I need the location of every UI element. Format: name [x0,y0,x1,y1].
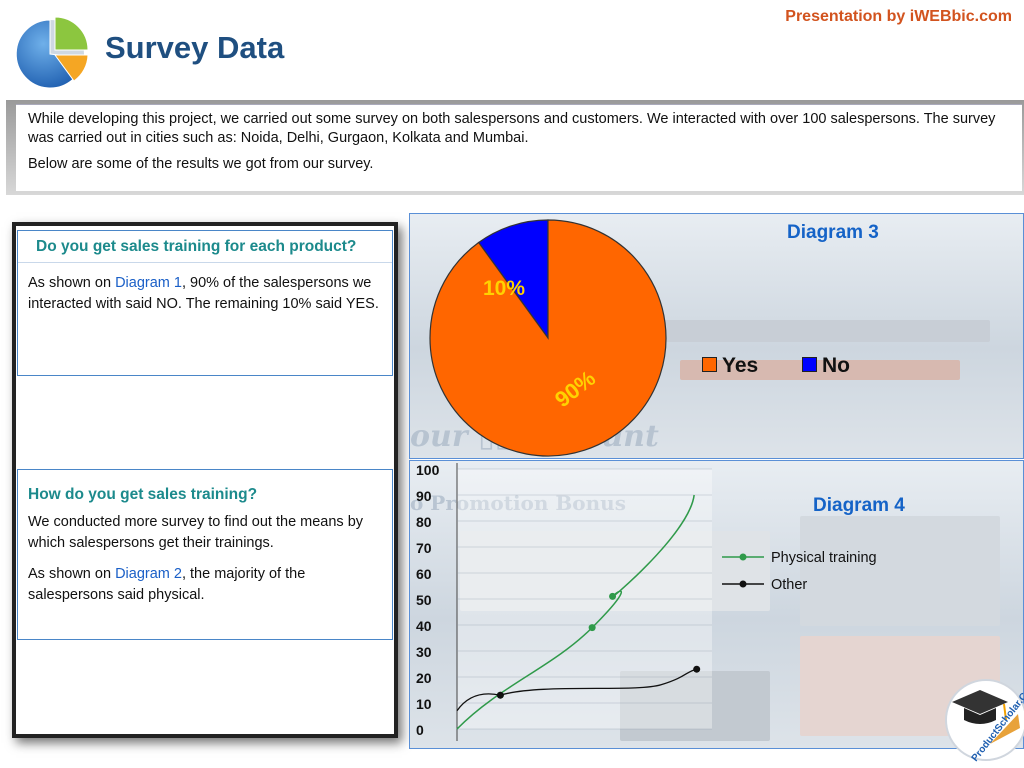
answer-paragraph: As shown on Diagram 2, the majority of t… [28,564,382,606]
data-point-physical-training [588,624,596,632]
question-answer: As shown on Diagram 1, 90% of the salesp… [18,263,392,315]
intro-paragraph: While developing this project, we carrie… [28,111,996,146]
y-tick-label: 80 [416,514,432,530]
data-point-other [693,665,701,673]
y-tick-label: 100 [416,462,440,478]
legend-label: Other [771,577,807,593]
question-heading: How do you get sales training? [28,486,258,503]
intro-paragraph-results: Below are some of the results we got fro… [28,156,374,172]
pie-slice-yes [429,219,667,457]
legend-swatch-yes [702,357,717,373]
y-tick-label: 70 [416,540,432,556]
legend-label: Yes [722,354,759,377]
legend-swatch-no [802,357,817,373]
background-decoration [680,360,960,380]
legend-item-yes: Yes [702,354,758,378]
answer-text: , 90% of the salespersons we interacted … [28,275,379,312]
y-tick-label: 20 [416,670,432,686]
answer-text: , the majority of the salespersons said … [28,566,306,603]
diagram-4-title: Diagram 4 [813,495,905,516]
diagram-3-panel: our ▯▯ Account 10%90% Diagram 3 Yes No [409,213,1024,459]
question-answer: We conducted more survey to find out the… [18,512,392,606]
legend-marker [739,580,747,588]
question-box-2: How do you get sales training? We conduc… [17,469,393,640]
y-tick-label: 90 [416,488,432,504]
series-line-other [456,668,697,712]
diagram-1-link[interactable]: Diagram 1 [115,275,182,291]
pie-label-no: 10% [483,277,525,300]
y-tick-label: 50 [416,592,432,608]
y-tick-label: 40 [416,618,432,634]
data-point-physical-training [609,592,617,600]
answer-paragraph: We conducted more survey to find out the… [28,514,364,551]
y-tick-label: 0 [416,722,424,738]
diagram-4-panel: o Promotion Bonus Diagram 4 0 10 20 30 40 50 6… [409,460,1024,749]
y-tick-label: 30 [416,644,432,660]
diagram-3-title: Diagram 3 [787,222,879,243]
legend-marker [739,553,747,561]
series-line-physical-training [456,494,695,730]
page-title: Survey Data [105,30,285,65]
y-tick-label: 60 [416,566,432,582]
data-point-other [496,691,504,699]
pie-chart-logo-icon [15,16,89,89]
question-heading: Do you get sales training for each produ… [18,231,392,263]
background-decoration [660,320,990,342]
diagram-2-link[interactable]: Diagram 2 [115,566,182,582]
intro-panel: While developing this project, we carrie… [16,104,1022,191]
line-chart: 0 10 20 30 40 50 60 70 80 90 100 Physical training O… [416,462,877,741]
pie-chart: 10%90% [429,219,667,457]
legend-label: No [822,354,850,377]
legend-item-no: No [802,354,850,378]
legend-label: Physical training [771,550,877,566]
background-decoration [620,671,770,741]
answer-text: As shown on [28,566,116,582]
question-box-1: Do you get sales training for each produ… [17,230,393,376]
y-tick-label: 10 [416,696,432,712]
presentation-credit: Presentation by iWEBbic.com [785,8,1012,25]
pie-slice-no [477,219,549,340]
answer-text: As shown on [28,275,116,291]
graduation-cap-icon: ProductScholar.Com [945,679,1024,764]
background-decoration [800,516,1000,626]
